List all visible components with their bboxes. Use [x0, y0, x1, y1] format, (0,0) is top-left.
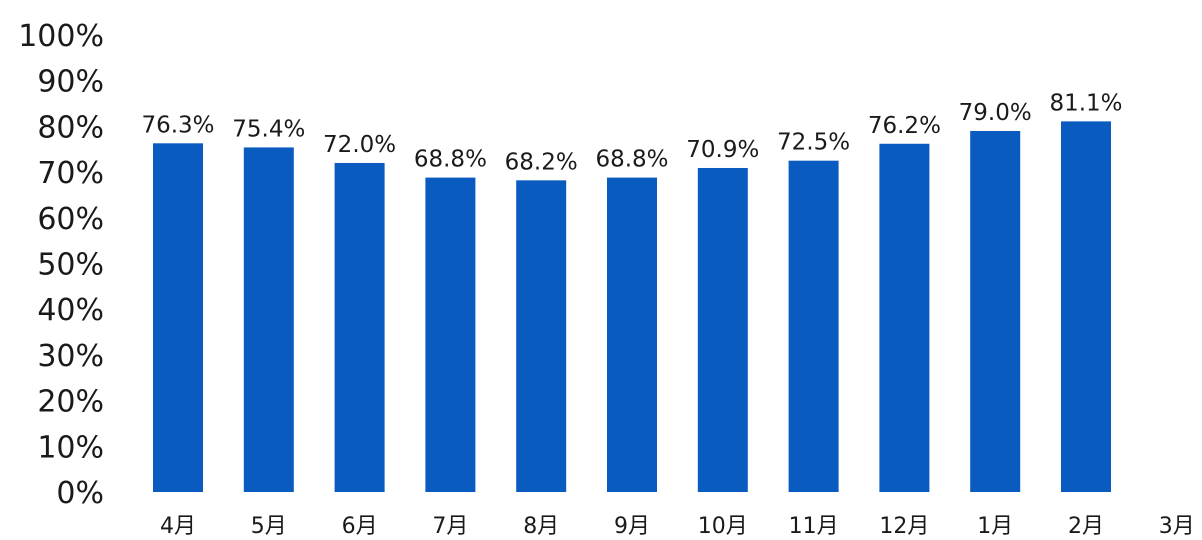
bar — [607, 177, 657, 493]
y-tick-label: 70% — [37, 156, 104, 191]
x-tick-label: 5月 — [251, 514, 287, 539]
y-tick-label: 60% — [37, 202, 104, 237]
x-tick-label: 11月 — [789, 514, 839, 539]
data-label: 76.2% — [868, 113, 941, 139]
bar — [970, 130, 1021, 492]
data-label: 68.2% — [505, 149, 578, 175]
bar — [334, 162, 385, 492]
data-labels-group: 76.3% 75.4% 72.0% 68.8% 68.2% 68.8% 70.9% 72.5%… — [141, 90, 1122, 175]
bar — [516, 180, 567, 493]
x-axis-labels: 4月 5月 6月 7月 8月 9月 10月 11月 12月 1月 2月 3月 — [160, 514, 1195, 539]
bar — [1061, 121, 1111, 493]
bar — [788, 160, 839, 493]
x-tick-label: 8月 — [523, 514, 559, 539]
y-tick-label: 20% — [37, 385, 104, 420]
x-tick-label: 10月 — [698, 514, 748, 539]
y-tick-label: 40% — [37, 293, 104, 328]
x-tick-label: 2月 — [1068, 514, 1104, 539]
x-tick-label: 12月 — [879, 514, 929, 539]
x-tick-label: 7月 — [432, 514, 468, 539]
y-tick-label: 100% — [18, 19, 104, 54]
x-tick-label: 1月 — [977, 514, 1013, 539]
x-tick-label: 6月 — [342, 514, 378, 539]
y-axis-ticks: 0% 10% 20% 30% 40% 50% 60% 70% 80% 90% 100% — [18, 19, 104, 511]
y-tick-label: 80% — [37, 110, 104, 145]
bar — [425, 177, 476, 493]
bar — [153, 143, 203, 492]
bars-group — [153, 121, 1111, 493]
bar — [879, 143, 930, 493]
data-label: 68.8% — [414, 147, 487, 173]
y-tick-label: 50% — [37, 248, 104, 283]
data-label: 72.5% — [777, 130, 850, 156]
x-tick-label: 9月 — [614, 514, 650, 539]
y-tick-label: 30% — [37, 339, 104, 374]
data-label: 68.8% — [595, 147, 668, 173]
bar — [697, 167, 748, 492]
data-label: 70.9% — [686, 137, 759, 163]
y-tick-label: 0% — [56, 476, 104, 511]
x-tick-label: 3月 — [1159, 514, 1195, 539]
data-label: 79.0% — [959, 100, 1032, 126]
data-label: 81.1% — [1049, 90, 1122, 116]
data-label: 76.3% — [141, 112, 214, 138]
bar — [243, 147, 294, 492]
y-tick-label: 10% — [37, 430, 104, 465]
y-tick-label: 90% — [37, 65, 104, 100]
x-tick-label: 4月 — [160, 514, 196, 539]
data-label: 72.0% — [323, 132, 396, 158]
data-label: 75.4% — [232, 116, 305, 142]
